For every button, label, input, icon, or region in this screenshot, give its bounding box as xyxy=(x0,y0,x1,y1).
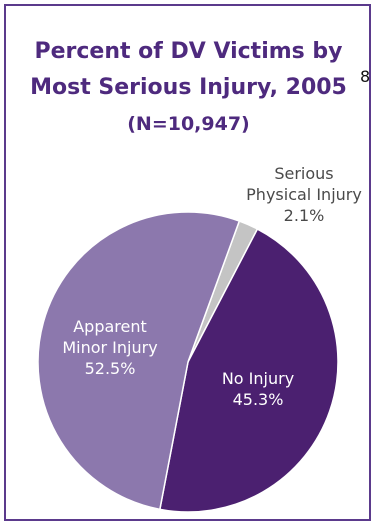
footnote-marker: 8 xyxy=(360,67,371,86)
label-minor-injury: Apparent Minor Injury 52.5% xyxy=(62,317,157,378)
chart-title-line-1: Percent of DV Victims by xyxy=(34,39,343,64)
label-no-injury: No Injury 45.3% xyxy=(222,369,294,409)
slice-minor-injury xyxy=(37,211,241,511)
chart-title-line-2-text: Most Serious Injury, 2005 xyxy=(30,75,347,100)
slice-no-injury xyxy=(158,228,339,513)
label-serious-injury: Serious Physical Injury 2.1% xyxy=(246,164,362,225)
chart-subtitle: (N=10,947) xyxy=(127,113,250,135)
chart-title-line-2: Most Serious Injury, 2005 xyxy=(0,74,377,102)
